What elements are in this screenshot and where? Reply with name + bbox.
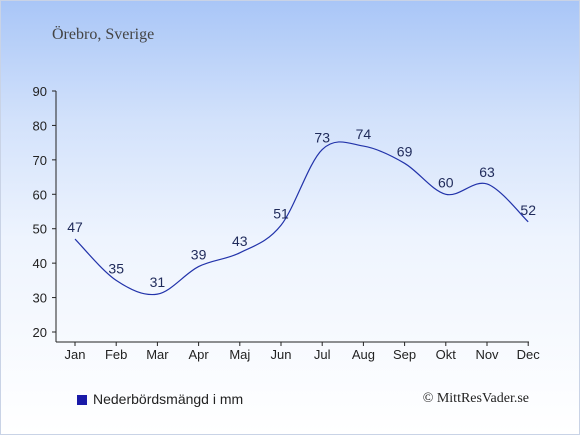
y-tick-label: 20 [33, 325, 47, 340]
data-label: 43 [232, 233, 248, 249]
location-title: Örebro, Sverige [52, 26, 155, 43]
x-tick-label: Sep [393, 347, 416, 362]
x-tick-label: Apr [188, 347, 209, 362]
copyright-notice: © MittResVader.se [422, 391, 529, 406]
y-tick-label: 80 [33, 118, 47, 133]
legend: Nederbördsmängd i mm [77, 391, 243, 407]
y-tick-label: 30 [33, 291, 47, 306]
x-tick-label: Maj [229, 347, 250, 362]
legend-swatch [77, 395, 87, 405]
legend-label: Nederbördsmängd i mm [93, 391, 244, 407]
y-tick-label: 70 [33, 153, 47, 168]
data-label: 31 [150, 274, 166, 290]
data-label: 47 [67, 219, 83, 235]
x-tick-label: Nov [475, 347, 499, 362]
x-tick-label: Dec [517, 347, 541, 362]
data-label: 73 [314, 130, 330, 146]
data-label: 39 [191, 247, 207, 263]
x-tick-label: Mar [146, 347, 169, 362]
x-tick-label: Jan [65, 347, 86, 362]
y-tick-label: 90 [33, 84, 47, 99]
data-label: 60 [438, 174, 454, 190]
data-label: 51 [273, 205, 289, 221]
x-tick-label: Jun [271, 347, 292, 362]
data-label: 69 [397, 143, 413, 159]
y-tick-label: 50 [33, 222, 47, 237]
data-label: 63 [479, 164, 495, 180]
y-tick-label: 60 [33, 187, 47, 202]
x-tick-label: Jul [314, 347, 331, 362]
x-tick-label: Feb [105, 347, 127, 362]
data-label: 35 [108, 260, 124, 276]
x-tick-label: Okt [436, 347, 457, 362]
y-tick-label: 40 [33, 256, 47, 271]
data-label: 74 [356, 126, 372, 142]
x-tick-label: Aug [352, 347, 375, 362]
precipitation-line [74, 141, 529, 296]
data-label: 52 [520, 202, 536, 218]
